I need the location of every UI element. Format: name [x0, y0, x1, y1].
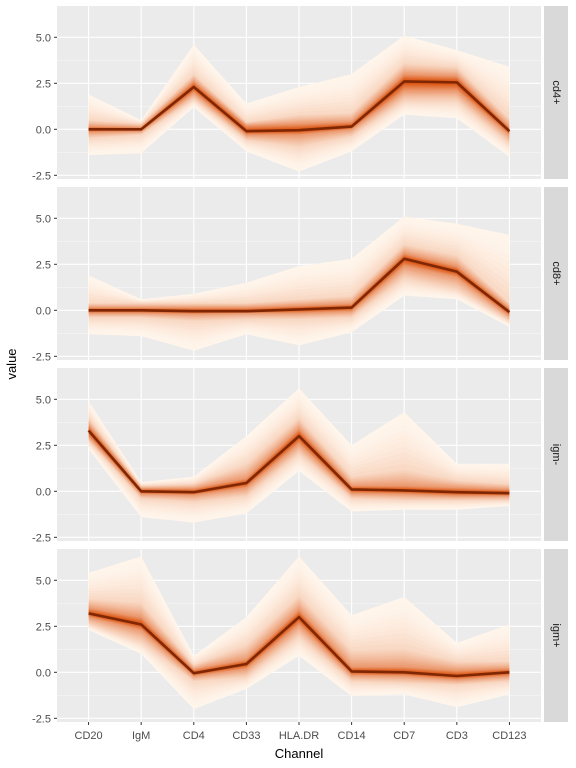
x-tick-label: CD7 [393, 730, 415, 742]
x-tick-label: CD4 [183, 730, 205, 742]
facet-label: igm- [550, 444, 562, 466]
y-tick-label: 5.0 [36, 575, 51, 587]
x-tick-label: HLA.DR [279, 730, 319, 742]
facet-label: igm+ [550, 623, 562, 647]
median-line [88, 612, 510, 678]
panel-cd4+: -2.5 0.0 2.5 5.0 cd4+ [32, 6, 568, 182]
x-tick-label: CD33 [232, 730, 260, 742]
density-band [88, 251, 510, 317]
facet-strip [544, 368, 568, 541]
y-tick-label: 2.5 [36, 440, 51, 452]
y-tick-label: -2.5 [32, 170, 51, 182]
median-line [87, 429, 510, 495]
y-tick-label: 2.5 [36, 78, 51, 90]
y-tick-label: 2.5 [36, 621, 51, 633]
x-tick-label: CD20 [75, 730, 103, 742]
y-tick-label: 2.5 [36, 259, 51, 271]
facet-strip [544, 187, 568, 360]
panel-igm+: -2.5 0.0 2.5 5.0 igm+ [32, 549, 568, 725]
y-axis-title: value [4, 348, 19, 379]
facet-label: cd8+ [550, 261, 562, 285]
facet-strip [544, 6, 568, 179]
y-tick-label: 5.0 [36, 213, 51, 225]
density-band [88, 76, 510, 134]
y-tick-label: -2.5 [32, 532, 51, 544]
y-tick-label: 5.0 [36, 394, 51, 406]
y-tick-label: -2.5 [32, 713, 51, 725]
density-band [88, 605, 510, 682]
median-line [88, 80, 511, 133]
x-tick-label: CD3 [446, 730, 468, 742]
y-tick-label: 5.0 [36, 32, 51, 44]
facet-strip [544, 549, 568, 722]
panel-igm-: -2.5 0.0 2.5 5.0 igm- [32, 368, 568, 544]
x-axis-title: Channel [275, 746, 324, 761]
y-tick-label: -2.5 [32, 351, 51, 363]
y-tick-label: 0.0 [36, 667, 51, 679]
x-tick-label: IgM [132, 730, 150, 742]
panel-cd8+: -2.5 0.0 2.5 5.0 cd8+ [32, 187, 568, 363]
median-line [88, 257, 511, 314]
facet-label: cd4+ [550, 80, 562, 104]
x-tick-label: CD123 [492, 730, 526, 742]
density-band [88, 609, 510, 679]
y-tick-label: 0.0 [36, 305, 51, 317]
y-tick-label: 0.0 [36, 124, 51, 136]
x-tick-label: CD14 [338, 730, 366, 742]
y-tick-label: 0.0 [36, 486, 51, 498]
